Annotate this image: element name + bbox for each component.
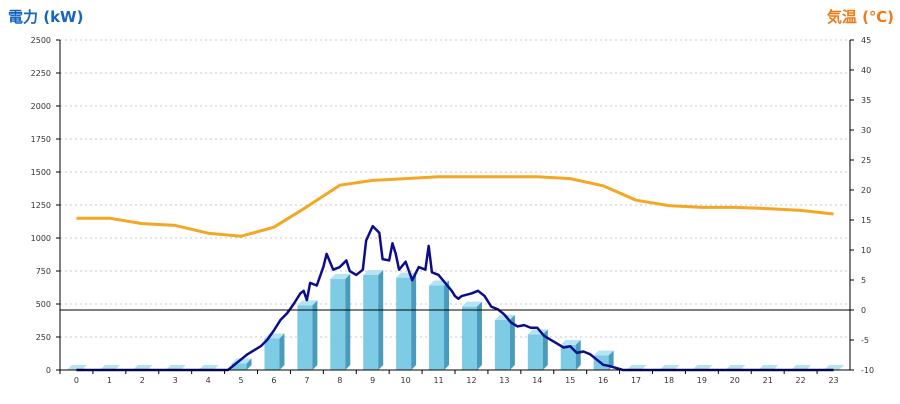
right-tick-label: 40 xyxy=(861,66,871,75)
left-tick-label: 500 xyxy=(36,300,51,309)
x-tick-label: 17 xyxy=(631,376,641,385)
left-tick-label: 1250 xyxy=(31,201,51,210)
bar-side xyxy=(312,300,318,370)
left-tick-label: 0 xyxy=(46,366,51,375)
bar-top xyxy=(461,301,482,307)
x-tick-label: 6 xyxy=(271,376,276,385)
x-tick-label: 7 xyxy=(304,376,309,385)
right-tick-label: 30 xyxy=(861,126,871,135)
bar-side xyxy=(476,301,482,370)
x-tick-label: 20 xyxy=(730,376,740,385)
bar-front xyxy=(429,285,445,370)
left-tick-label: 750 xyxy=(36,267,51,276)
x-tick-label: 1 xyxy=(107,376,112,385)
left-tick-label: 2500 xyxy=(31,36,51,45)
bar-front xyxy=(560,344,576,370)
right-axis-title: 気温 (℃) xyxy=(826,8,894,26)
bar xyxy=(297,300,318,370)
left-tick-label: 1750 xyxy=(31,135,51,144)
x-tick-label: 8 xyxy=(337,376,342,385)
bar-side xyxy=(411,272,417,370)
x-tick-label: 16 xyxy=(598,376,608,385)
bar-front xyxy=(527,334,543,370)
left-tick-label: 1500 xyxy=(31,168,51,177)
left-tick-label: 2250 xyxy=(31,69,51,78)
bar-side xyxy=(345,273,351,370)
bar xyxy=(330,273,351,370)
bar xyxy=(363,269,384,370)
bar-top xyxy=(593,350,614,356)
x-tick-label: 21 xyxy=(763,376,773,385)
x-tick-label: 19 xyxy=(697,376,707,385)
x-tick-label: 9 xyxy=(370,376,375,385)
x-tick-label: 3 xyxy=(173,376,178,385)
right-tick-label: -5 xyxy=(861,336,869,345)
bar-top xyxy=(363,269,384,275)
right-tick-label: 35 xyxy=(861,96,871,105)
power-line xyxy=(76,224,834,372)
x-tick-label: 0 xyxy=(74,376,79,385)
bar xyxy=(429,280,450,370)
bar-front xyxy=(264,338,280,370)
bar-front xyxy=(330,278,346,370)
left-tick-label: 250 xyxy=(36,333,51,342)
x-tick-label: 4 xyxy=(206,376,211,385)
bar-front xyxy=(363,274,379,370)
right-tick-label: 20 xyxy=(861,186,871,195)
bar xyxy=(396,272,417,370)
temperature-line xyxy=(76,175,834,238)
right-tick-label: 0 xyxy=(861,306,866,315)
left-tick-label: 2000 xyxy=(31,102,51,111)
x-tick-label: 10 xyxy=(401,376,411,385)
right-tick-label: 10 xyxy=(861,246,871,255)
bar xyxy=(560,339,581,370)
bar-side xyxy=(246,358,252,370)
left-tick-label: 1000 xyxy=(31,234,51,243)
right-tick-label: 45 xyxy=(861,36,871,45)
bar-front xyxy=(461,306,477,370)
bar-front xyxy=(396,277,412,370)
bar xyxy=(494,314,515,370)
bar-side xyxy=(575,339,581,370)
x-tick-label: 14 xyxy=(532,376,542,385)
right-tick-label: 15 xyxy=(861,216,871,225)
bar-front xyxy=(231,363,247,370)
bar-top xyxy=(494,314,515,320)
x-tick-label: 15 xyxy=(565,376,575,385)
x-tick-label: 12 xyxy=(466,376,476,385)
x-tick-label: 13 xyxy=(499,376,509,385)
x-tick-label: 22 xyxy=(796,376,806,385)
bar-top xyxy=(297,300,318,306)
bar-side xyxy=(378,269,384,370)
bar-side xyxy=(542,329,548,370)
bar-side xyxy=(279,333,285,370)
bar-side xyxy=(444,280,450,370)
x-tick-label: 5 xyxy=(238,376,243,385)
bar-front xyxy=(297,305,313,370)
bar xyxy=(461,301,482,370)
x-tick-label: 11 xyxy=(433,376,443,385)
x-tick-label: 2 xyxy=(140,376,145,385)
right-tick-label: -10 xyxy=(861,366,874,375)
left-axis-title: 電力 (kW) xyxy=(8,8,84,26)
bar-side xyxy=(509,314,515,370)
x-tick-label: 18 xyxy=(664,376,674,385)
bar-top xyxy=(560,339,581,345)
bar-front xyxy=(494,319,510,370)
x-tick-label: 23 xyxy=(828,376,838,385)
right-tick-label: 5 xyxy=(861,276,866,285)
bar-top xyxy=(330,273,351,279)
right-tick-label: 25 xyxy=(861,156,871,165)
